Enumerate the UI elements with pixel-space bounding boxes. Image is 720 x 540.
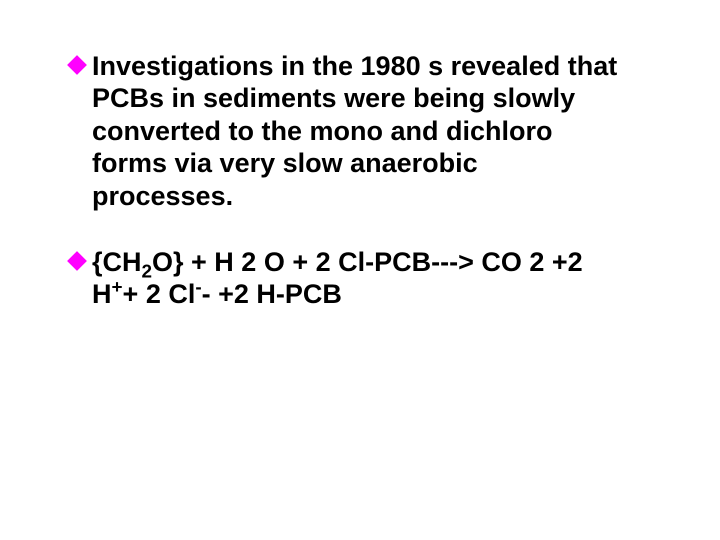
bullet-text-equation: {CH2O} + H 2 O + 2 Cl-PCB---> CO 2 +2 H+…: [92, 246, 622, 311]
bullet-item-2: {CH2O} + H 2 O + 2 Cl-PCB---> CO 2 +2 H+…: [70, 246, 650, 311]
slide: Investigations in the 1980 s revealed th…: [0, 0, 720, 540]
diamond-bullet-icon: [67, 251, 87, 271]
diamond-bullet-icon: [67, 55, 87, 75]
bullet-item-1: Investigations in the 1980 s revealed th…: [70, 50, 650, 212]
bullet-text-1: Investigations in the 1980 s revealed th…: [92, 50, 622, 212]
